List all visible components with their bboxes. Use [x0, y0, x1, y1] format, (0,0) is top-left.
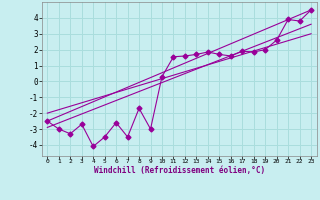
X-axis label: Windchill (Refroidissement éolien,°C): Windchill (Refroidissement éolien,°C) — [94, 166, 265, 175]
